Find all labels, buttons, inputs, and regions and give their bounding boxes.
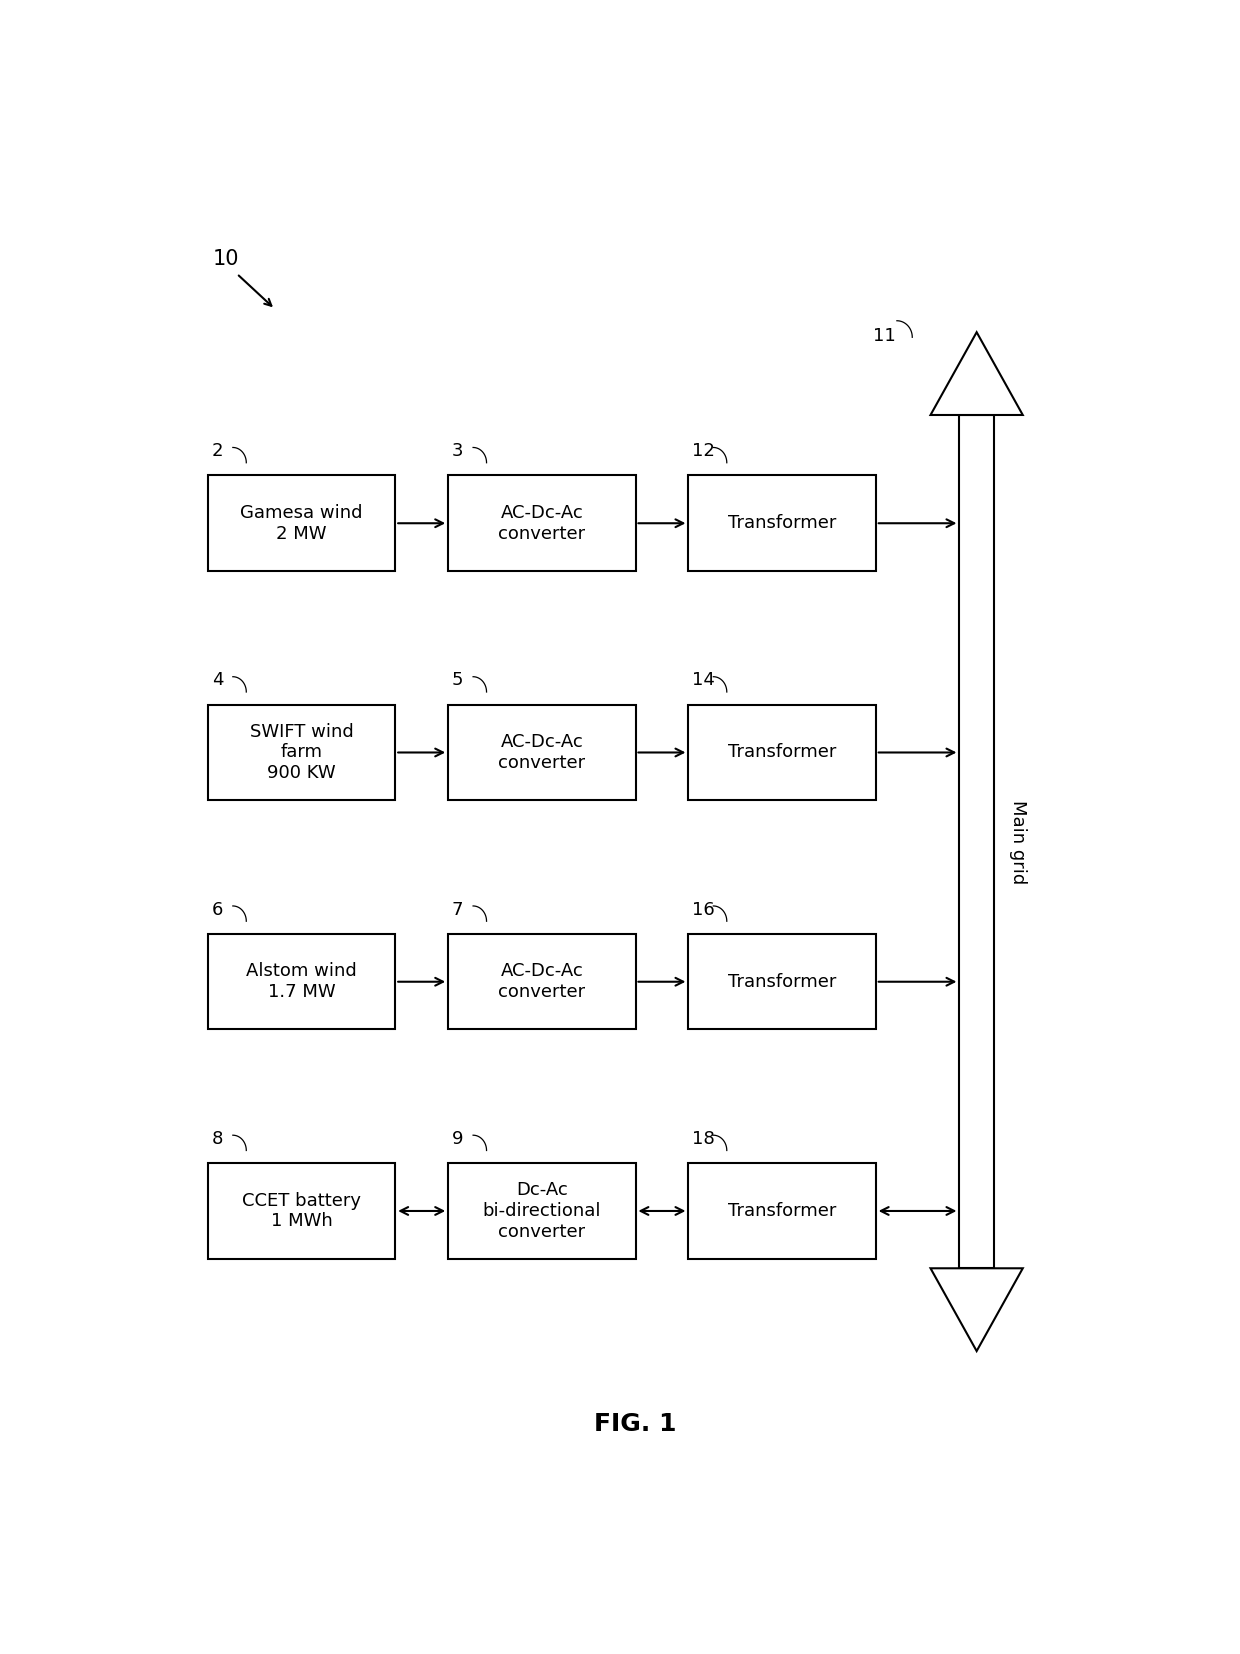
Bar — [688, 705, 875, 801]
Text: 3: 3 — [451, 442, 464, 460]
Text: Alstom wind
1.7 MW: Alstom wind 1.7 MW — [247, 963, 357, 1001]
Text: AC-Dc-Ac
converter: AC-Dc-Ac converter — [498, 504, 585, 543]
Bar — [960, 415, 994, 1269]
Text: AC-Dc-Ac
converter: AC-Dc-Ac converter — [498, 733, 585, 772]
Text: 8: 8 — [212, 1130, 223, 1148]
Text: SWIFT wind
farm
900 KW: SWIFT wind farm 900 KW — [249, 723, 353, 782]
Bar — [208, 935, 396, 1029]
Text: 11: 11 — [873, 327, 895, 346]
Polygon shape — [930, 332, 1023, 415]
Bar — [448, 935, 635, 1029]
Text: 4: 4 — [212, 672, 223, 690]
Text: 16: 16 — [692, 901, 715, 918]
Bar — [448, 475, 635, 571]
Bar — [688, 935, 875, 1029]
Text: Transformer: Transformer — [728, 1202, 836, 1221]
Text: Gamesa wind
2 MW: Gamesa wind 2 MW — [241, 504, 363, 543]
Text: 10: 10 — [213, 248, 239, 268]
Bar — [688, 1163, 875, 1259]
Bar — [448, 705, 635, 801]
Bar — [208, 1163, 396, 1259]
Text: Transformer: Transformer — [728, 973, 836, 991]
Text: CCET battery
1 MWh: CCET battery 1 MWh — [242, 1191, 361, 1231]
Bar — [208, 705, 396, 801]
Text: 6: 6 — [212, 901, 223, 918]
Bar — [208, 475, 396, 571]
Text: 12: 12 — [692, 442, 715, 460]
Bar — [688, 475, 875, 571]
Text: AC-Dc-Ac
converter: AC-Dc-Ac converter — [498, 963, 585, 1001]
Bar — [448, 1163, 635, 1259]
Text: Dc-Ac
bi-directional
converter: Dc-Ac bi-directional converter — [482, 1181, 601, 1240]
Polygon shape — [930, 1269, 1023, 1351]
Text: 5: 5 — [451, 672, 464, 690]
Text: Transformer: Transformer — [728, 744, 836, 761]
Text: 2: 2 — [212, 442, 223, 460]
Text: 9: 9 — [451, 1130, 464, 1148]
Text: Main grid: Main grid — [1009, 799, 1027, 883]
Text: 14: 14 — [692, 672, 715, 690]
Text: 18: 18 — [692, 1130, 715, 1148]
Text: 7: 7 — [451, 901, 464, 918]
Text: FIG. 1: FIG. 1 — [594, 1411, 677, 1436]
Text: Transformer: Transformer — [728, 514, 836, 533]
